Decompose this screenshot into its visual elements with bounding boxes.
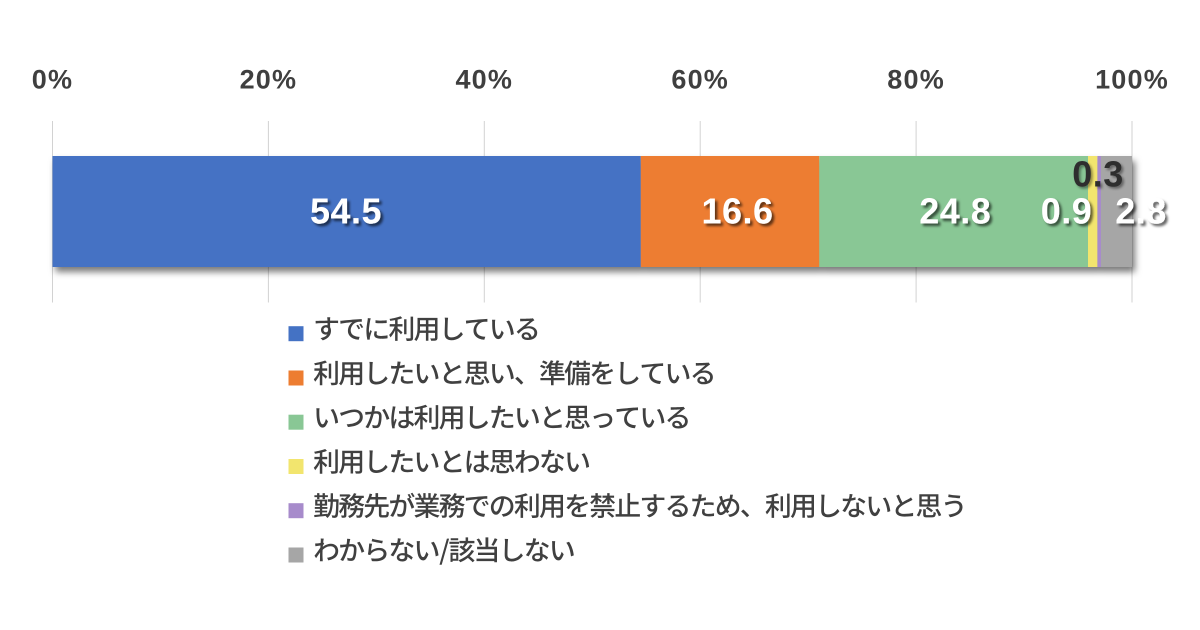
svg-text:0.3: 0.3: [1072, 154, 1124, 195]
svg-text:54.5: 54.5: [310, 191, 382, 232]
svg-text:16.6: 16.6: [701, 191, 773, 232]
svg-text:0.9: 0.9: [1041, 191, 1093, 232]
svg-text:20%: 20%: [240, 65, 298, 95]
svg-text:60%: 60%: [671, 65, 729, 95]
svg-text:100%: 100%: [1095, 65, 1169, 95]
svg-text:0%: 0%: [32, 65, 73, 95]
svg-text:2.8: 2.8: [1115, 191, 1167, 232]
svg-text:24.8: 24.8: [919, 191, 991, 232]
svg-text:80%: 80%: [887, 65, 945, 95]
svg-text:40%: 40%: [455, 65, 513, 95]
